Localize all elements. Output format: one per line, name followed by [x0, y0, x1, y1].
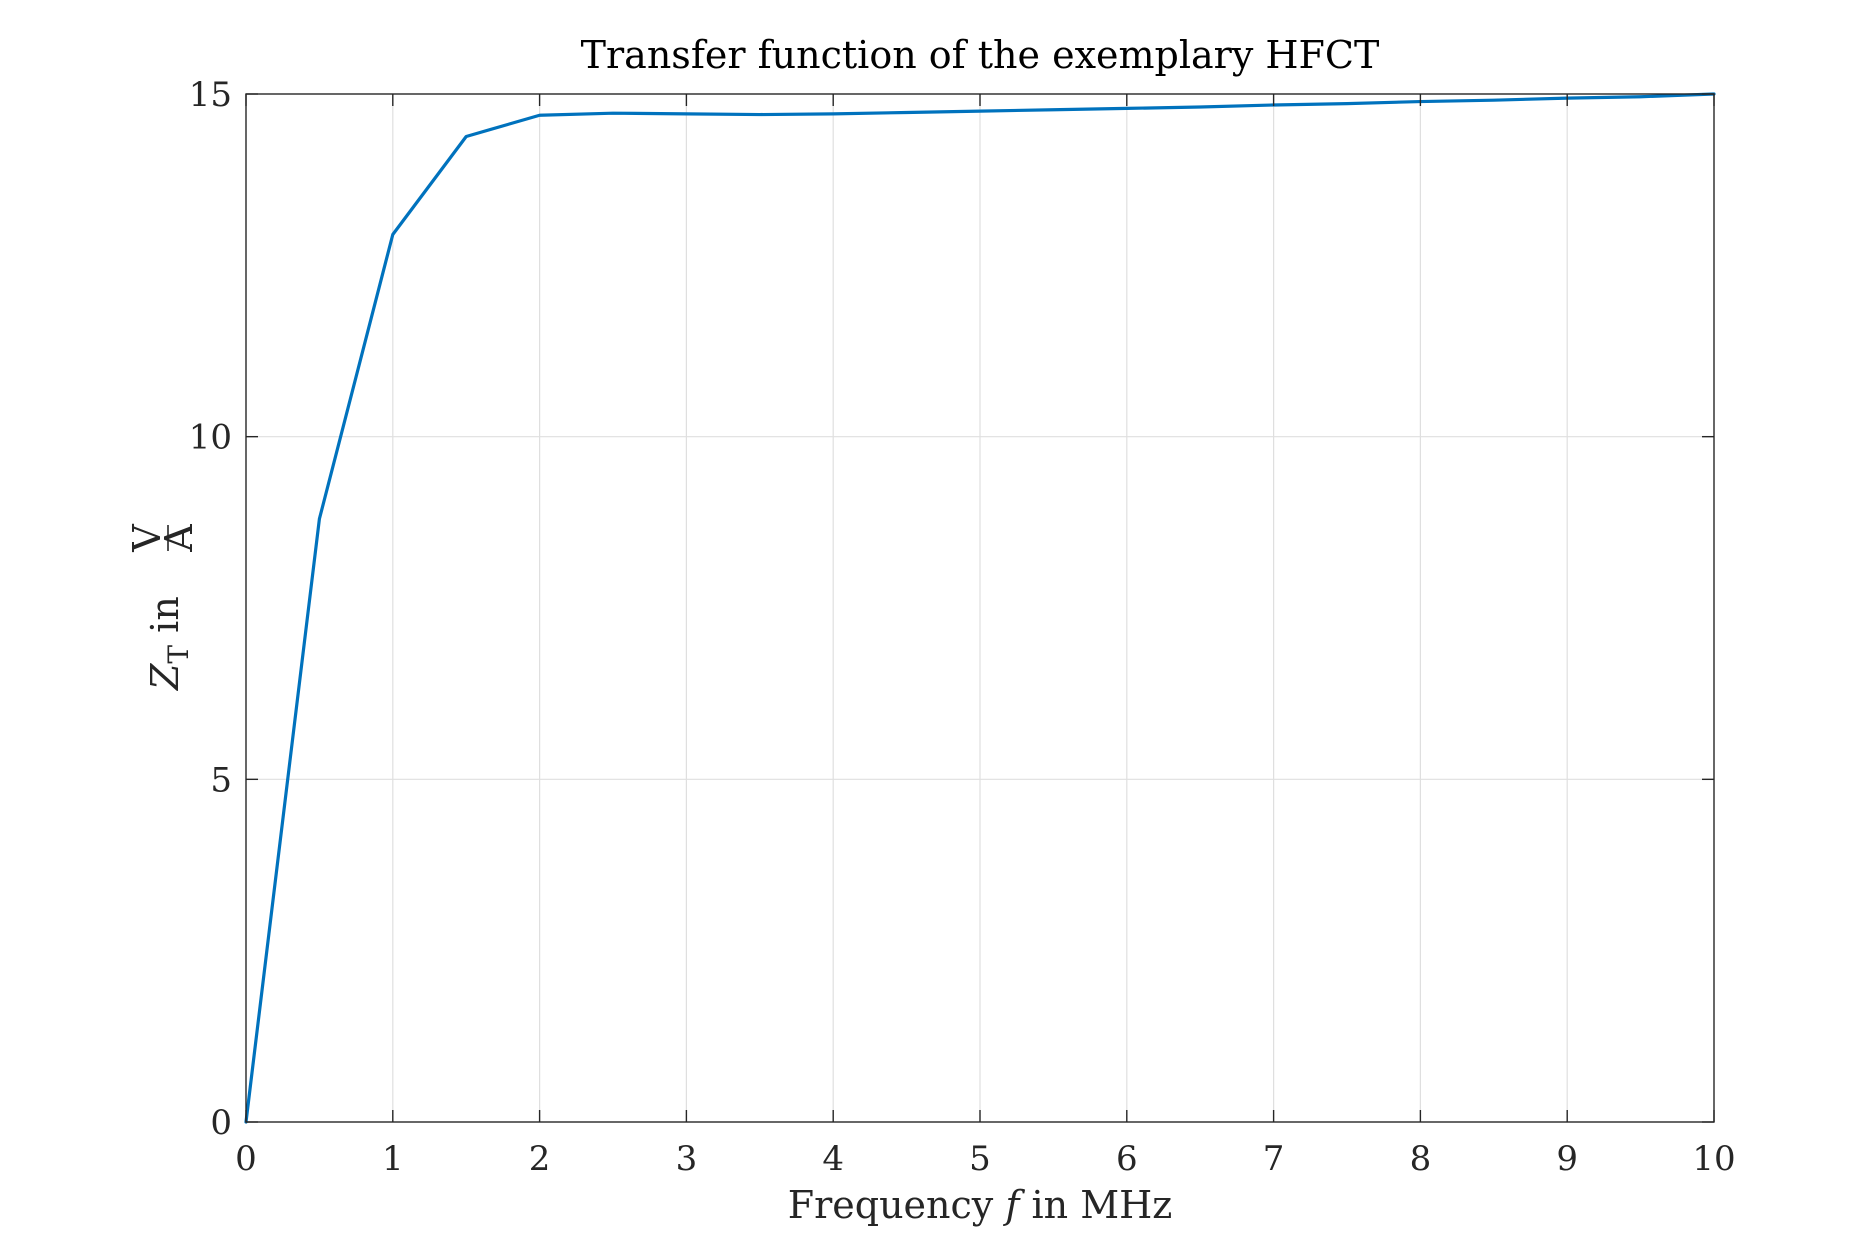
- x-tick-label: 2: [529, 1139, 551, 1179]
- x-axis-label-prefix: Frequency: [788, 1183, 1006, 1227]
- x-tick-label: 3: [676, 1139, 698, 1179]
- ticks: 0 1 2 3 4 5 6 7 8 9 10 0 5 10 15: [189, 75, 1736, 1179]
- x-axis-label: Frequency f in MHz: [788, 1183, 1173, 1227]
- series-line: [244, 92, 1716, 1124]
- y-axis-label-numerator: V: [125, 524, 169, 553]
- x-tick-label: 4: [822, 1139, 844, 1179]
- y-tick-label: 15: [189, 75, 232, 115]
- x-tick-label: 9: [1556, 1139, 1578, 1179]
- y-axis-label-denominator: A: [157, 524, 201, 553]
- x-tick-label: 7: [1263, 1139, 1285, 1179]
- series-layer: [244, 92, 1716, 1124]
- grid: [246, 94, 1714, 1122]
- y-tick-label: 0: [210, 1103, 232, 1143]
- x-tick-label: 6: [1116, 1139, 1138, 1179]
- y-axis-label-variable: Z: [143, 663, 187, 691]
- x-tick-label: 8: [1410, 1139, 1432, 1179]
- y-axis-label-middle: in: [143, 596, 187, 645]
- x-tick-label: 5: [969, 1139, 991, 1179]
- chart-title: Transfer function of the exemplary HFCT: [581, 33, 1380, 77]
- x-tick-label: 0: [235, 1139, 257, 1179]
- x-axis-label-suffix: in MHz: [1019, 1183, 1172, 1227]
- x-tick-label: 10: [1692, 1139, 1735, 1179]
- y-tick-label: 10: [189, 418, 232, 458]
- y-axis-label: ZT in V A: [125, 524, 201, 691]
- y-tick-label: 5: [210, 760, 232, 800]
- y-axis-label-main: ZT in: [143, 596, 195, 691]
- y-axis-label-subscript: T: [162, 645, 195, 664]
- x-tick-label: 1: [382, 1139, 404, 1179]
